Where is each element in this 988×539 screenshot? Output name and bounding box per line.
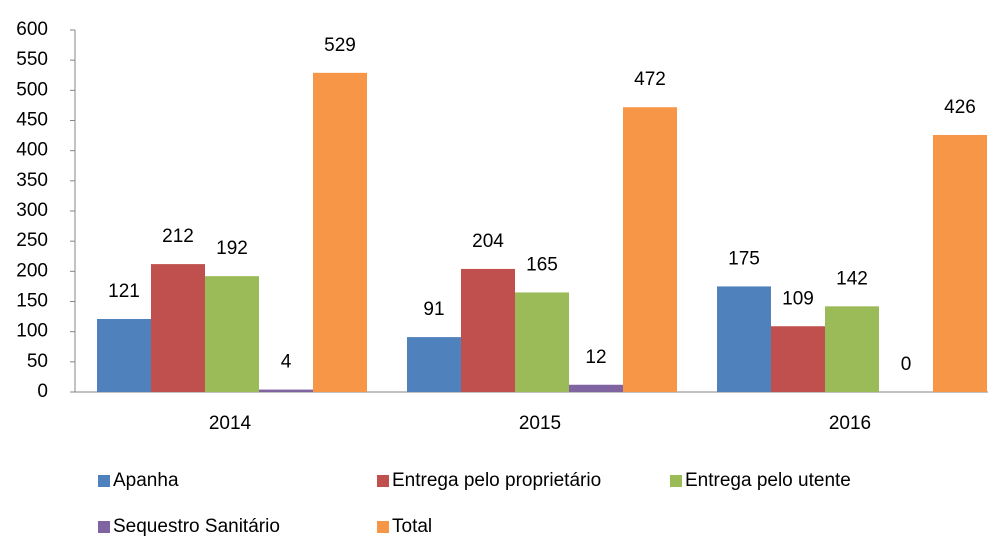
y-tick-label: 400: [16, 140, 48, 161]
legend-label: Apanha: [113, 470, 179, 491]
bar: [515, 292, 569, 392]
legend-swatch: [377, 521, 389, 533]
y-tick-label: 250: [16, 230, 48, 251]
data-label: 472: [634, 69, 666, 90]
data-label: 121: [108, 281, 140, 302]
y-tick-label: 600: [16, 19, 48, 40]
data-label: 0: [901, 354, 912, 375]
y-tick-label: 50: [27, 351, 48, 372]
bar: [205, 276, 259, 392]
y-tick-label: 150: [16, 291, 48, 312]
bar: [623, 107, 677, 392]
legend-label: Entrega pelo utente: [685, 470, 851, 491]
y-tick-label: 550: [16, 49, 48, 70]
legend-swatch: [670, 475, 682, 487]
x-tick-label: 2016: [829, 413, 871, 434]
data-label: 109: [782, 288, 814, 309]
legend-swatch: [98, 521, 110, 533]
bar: [407, 337, 461, 392]
data-label: 426: [944, 97, 976, 118]
bar: [933, 134, 987, 393]
data-label: 192: [216, 238, 248, 259]
data-label: 142: [836, 268, 868, 289]
bar: [825, 306, 879, 392]
y-tick-label: 350: [16, 170, 48, 191]
y-tick-label: 500: [16, 79, 48, 100]
legend-label: Entrega pelo proprietário: [392, 470, 601, 491]
bar: [461, 268, 515, 392]
data-label: 165: [526, 254, 558, 275]
legend-label: Total: [392, 516, 432, 537]
legend-swatch: [377, 475, 389, 487]
data-label: 529: [324, 35, 356, 56]
y-tick-label: 0: [37, 381, 48, 402]
legend-label: Sequestro Sanitário: [113, 516, 280, 537]
data-label: 4: [281, 352, 292, 373]
bar: [771, 326, 825, 392]
legend-swatch: [98, 475, 110, 487]
bar: [717, 286, 771, 392]
bar: [569, 384, 623, 392]
data-label: 175: [728, 248, 760, 269]
y-tick-label: 300: [16, 200, 48, 221]
data-label: 212: [162, 226, 194, 247]
bar: [151, 264, 205, 392]
y-tick-label: 100: [16, 321, 48, 342]
y-tick-label: 450: [16, 110, 48, 131]
data-label: 204: [472, 231, 504, 252]
data-label: 91: [423, 299, 444, 320]
bar: [97, 318, 151, 392]
y-tick-label: 200: [16, 260, 48, 281]
bar: [259, 389, 313, 392]
bar: [313, 72, 367, 392]
data-label: 12: [585, 347, 606, 368]
x-tick-label: 2014: [209, 413, 252, 434]
x-tick-label: 2015: [519, 413, 561, 434]
